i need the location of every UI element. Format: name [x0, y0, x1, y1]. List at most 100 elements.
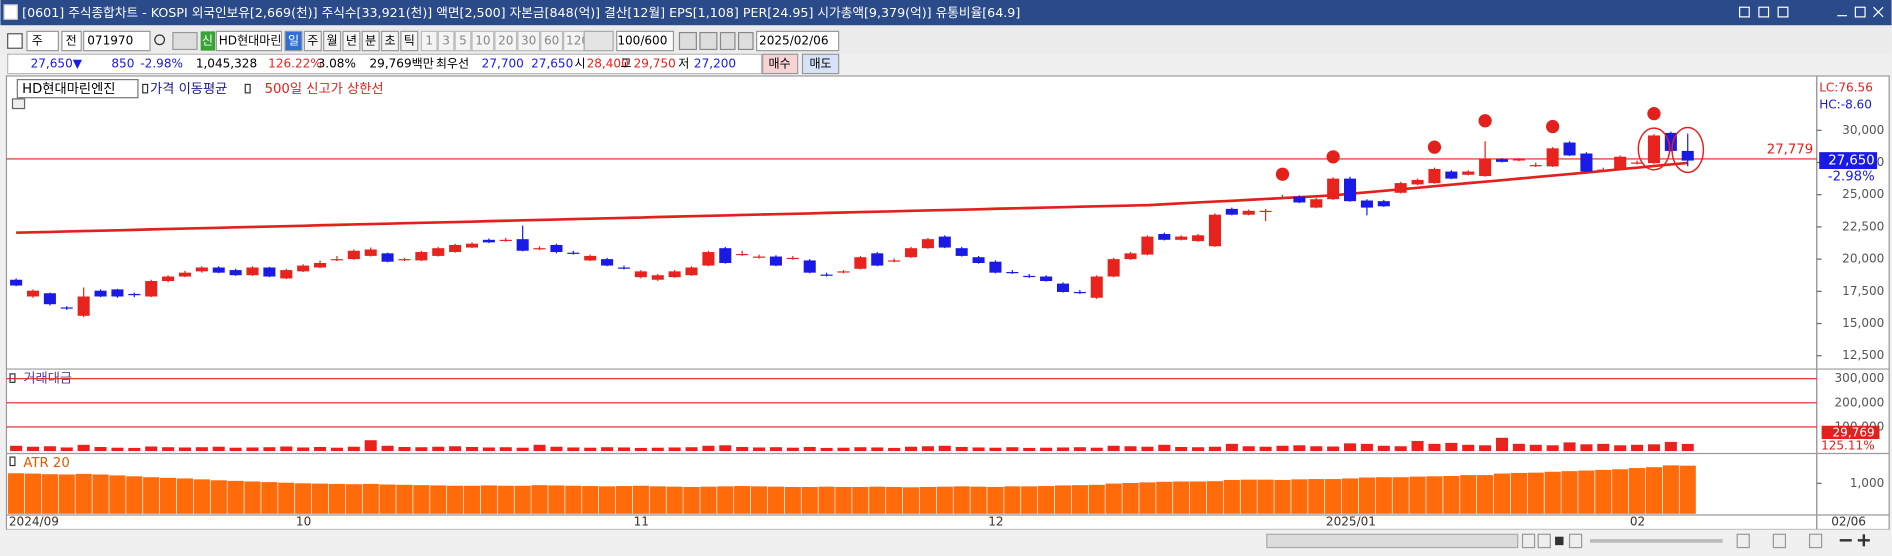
- bar: [210, 480, 227, 514]
- minute-label: 60: [544, 34, 559, 48]
- tool-icon[interactable]: [7, 33, 23, 49]
- zoom-track[interactable]: [1590, 539, 1723, 543]
- candle-body: [685, 267, 698, 276]
- sell-button[interactable]: [801, 53, 840, 75]
- period-button[interactable]: [342, 30, 361, 52]
- minute-button[interactable]: [454, 30, 472, 52]
- period-button[interactable]: [303, 30, 322, 52]
- icon-2[interactable]: [699, 31, 718, 51]
- candle-body: [1107, 259, 1120, 277]
- bar: [415, 447, 428, 452]
- candle-body: [601, 259, 614, 266]
- candle-body: [955, 248, 968, 256]
- bar: [347, 446, 360, 452]
- bar: [1614, 445, 1627, 452]
- scroll-controls[interactable]: [1521, 533, 1870, 549]
- ctl-plus2[interactable]: [1862, 534, 1866, 547]
- btn-b[interactable]: [1758, 6, 1770, 18]
- quote-open: 28,400: [587, 56, 629, 70]
- period-button[interactable]: [400, 30, 419, 52]
- bar: [1512, 443, 1525, 452]
- candle-body: [1124, 253, 1137, 260]
- minute-button[interactable]: [494, 30, 518, 52]
- ctl-minus[interactable]: [1839, 539, 1852, 542]
- ctl-3[interactable]: [1568, 533, 1583, 549]
- buy[interactable]: 매수: [768, 56, 790, 70]
- bar: [601, 447, 614, 452]
- market-select[interactable]: [26, 30, 59, 52]
- minute-button[interactable]: [540, 30, 564, 52]
- bar: [1392, 477, 1409, 514]
- bar: [143, 477, 160, 514]
- candle-body: [482, 239, 495, 243]
- btn-max[interactable]: [1854, 6, 1866, 18]
- period-button[interactable]: [361, 30, 380, 52]
- btn-c[interactable]: [1777, 6, 1789, 18]
- ctl-4[interactable]: [1736, 533, 1750, 549]
- bar: [531, 485, 548, 514]
- bar: [734, 486, 751, 514]
- minute-button[interactable]: [437, 30, 455, 52]
- ctl-1[interactable]: [1521, 533, 1536, 549]
- candle-body: [1445, 171, 1458, 179]
- bar: [582, 486, 599, 514]
- window-buttons[interactable]: [1738, 6, 1884, 18]
- minute-button[interactable]: [420, 30, 438, 52]
- code: 071970: [87, 34, 133, 48]
- search-icon[interactable]: [154, 34, 166, 46]
- bar: [75, 473, 92, 514]
- candle-body: [263, 267, 276, 277]
- sound-icon[interactable]: [172, 31, 198, 51]
- candle-body: [297, 265, 310, 272]
- bar: [176, 478, 194, 514]
- candle-body: [330, 259, 343, 261]
- minute-button[interactable]: [517, 30, 541, 52]
- bar: [921, 446, 934, 452]
- candle-body: [1327, 178, 1340, 200]
- scroll-thumb[interactable]: [1266, 533, 1519, 549]
- sell[interactable]: 매도: [809, 56, 831, 70]
- code-box[interactable]: [83, 30, 151, 52]
- line-series: [16, 161, 1688, 235]
- buy-button[interactable]: [762, 53, 799, 75]
- bar: [1225, 443, 1238, 452]
- x-tick-label: 2024/09: [9, 515, 59, 529]
- x-tick-label: 10: [296, 515, 311, 529]
- stock-name: HD현대마린: [219, 34, 282, 48]
- period-button[interactable]: [323, 30, 342, 52]
- date-box[interactable]: [756, 30, 840, 52]
- bar: [1428, 443, 1441, 452]
- icon-3[interactable]: [719, 31, 736, 51]
- btn-a[interactable]: [1738, 6, 1750, 18]
- candle-body: [449, 244, 462, 253]
- candle-body: [111, 289, 124, 297]
- minute-button[interactable]: [471, 30, 495, 52]
- ctl-5[interactable]: [1772, 533, 1787, 549]
- legend-box: [16, 78, 139, 99]
- bar: [1293, 445, 1306, 452]
- ctl-6[interactable]: [1808, 533, 1823, 549]
- count-box[interactable]: [616, 30, 675, 52]
- ctl-2[interactable]: [1537, 533, 1551, 549]
- icon-4[interactable]: [737, 31, 754, 51]
- y-tick-label: 17,500: [1842, 284, 1884, 298]
- bar: [10, 445, 23, 452]
- bar: [584, 447, 597, 452]
- candle-body: [1073, 291, 1086, 294]
- period-button[interactable]: [284, 30, 303, 52]
- chart-frame: [5, 75, 1890, 531]
- new-high-signal: [1647, 107, 1661, 121]
- period-button[interactable]: [380, 30, 400, 52]
- candle-body: [516, 239, 529, 251]
- candle-body: [1293, 196, 1306, 203]
- ctl-stop[interactable]: [1555, 536, 1564, 546]
- name-box[interactable]: [215, 30, 283, 52]
- bar: [1527, 472, 1544, 514]
- bar: [1327, 446, 1340, 452]
- type-select[interactable]: [61, 30, 82, 52]
- candle-body: [1090, 276, 1103, 298]
- pane-icon[interactable]: [11, 98, 26, 110]
- combo[interactable]: [583, 30, 614, 52]
- btn-close2[interactable]: [1873, 6, 1884, 18]
- icon-1[interactable]: [678, 31, 697, 51]
